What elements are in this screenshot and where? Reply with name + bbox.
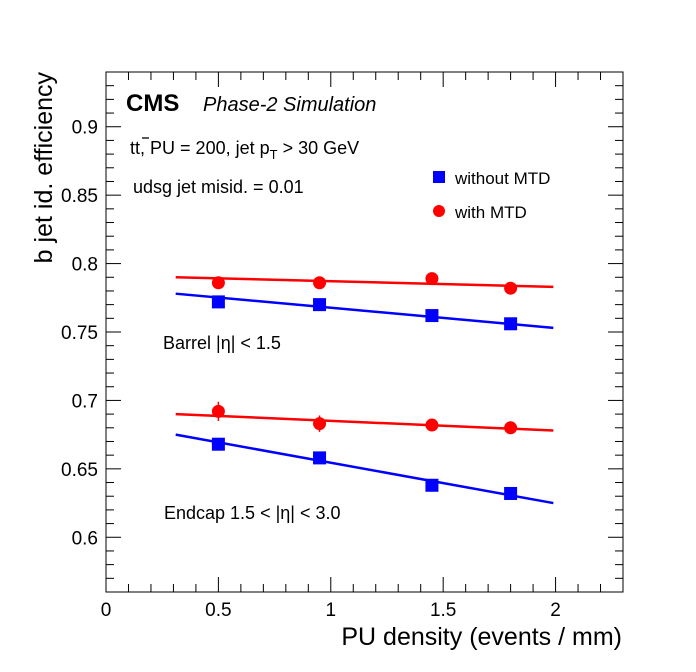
process-tbar: t — [135, 138, 140, 158]
data-point-square — [504, 486, 518, 500]
data-point-circle — [425, 272, 439, 286]
data-point-circle — [313, 276, 327, 290]
threshold-text: > 30 GeV — [278, 138, 360, 158]
barrel-label: Barrel |η| < 1.5 — [163, 333, 281, 353]
fit-line-barrel-square — [175, 292, 554, 330]
endcap-label: Endcap 1.5 < |η| < 3.0 — [164, 503, 340, 523]
legend-label-with-mtd: with MTD — [454, 203, 527, 222]
y-tick-label: 0.75 — [61, 323, 98, 344]
data-points — [211, 272, 518, 500]
fit-line-endcap-circle — [175, 412, 554, 432]
legend-marker-with-mtd — [433, 205, 445, 217]
x-tick-label: 1.5 — [430, 600, 456, 621]
y-tick-label: 0.7 — [72, 391, 98, 412]
y-tick-label: 0.85 — [61, 186, 98, 207]
process-t: t — [130, 138, 135, 158]
data-point-circle — [211, 404, 225, 418]
y-tick-label: 0.8 — [72, 255, 98, 276]
axis-ticks: 0 0.5 1 1.5 2 0.6 0.65 0.7 0.75 0.8 0.85 0.9 — [61, 71, 624, 621]
data-point-square — [425, 478, 439, 492]
fit-line-barrel-circle — [175, 276, 554, 289]
data-point-circle — [313, 417, 327, 431]
x-tick-label: 1 — [325, 600, 336, 621]
fit-line-endcap-square — [175, 433, 554, 505]
cms-sublabel: Phase-2 Simulation — [203, 94, 376, 116]
y-tick-label: 0.65 — [61, 460, 98, 481]
data-point-circle — [425, 418, 439, 432]
legend-marker-without-mtd — [433, 171, 445, 183]
data-point-square — [504, 317, 518, 331]
data-point-square — [211, 437, 225, 451]
pt-subscript: T — [270, 147, 278, 162]
data-point-square — [313, 451, 327, 465]
data-point-square — [313, 298, 327, 312]
misid-label: udsg jet misid. = 0.01 — [133, 177, 304, 197]
y-axis-title: b jet id. efficiency — [30, 72, 58, 264]
cms-label: CMS — [126, 90, 179, 117]
fit-lines — [175, 276, 554, 505]
y-tick-label: 0.9 — [72, 118, 98, 139]
info-line: tt, PU = 200, jet pT > 30 GeV — [130, 138, 359, 162]
y-tick-label: 0.6 — [72, 528, 98, 549]
x-tick-label: 2 — [550, 600, 561, 621]
x-tick-label: 0 — [101, 600, 112, 621]
legend-label-without-mtd: without MTD — [454, 169, 550, 188]
data-point-circle — [504, 281, 518, 295]
data-point-square — [211, 295, 225, 309]
data-point-square — [425, 309, 439, 323]
data-point-circle — [504, 421, 518, 435]
legend: without MTD with MTD — [433, 169, 550, 222]
x-tick-label: 0.5 — [205, 600, 231, 621]
data-point-circle — [211, 276, 225, 290]
conditions-text: , PU = 200, jet p — [140, 138, 270, 158]
x-axis-title: PU density (events / mm) — [341, 623, 622, 651]
